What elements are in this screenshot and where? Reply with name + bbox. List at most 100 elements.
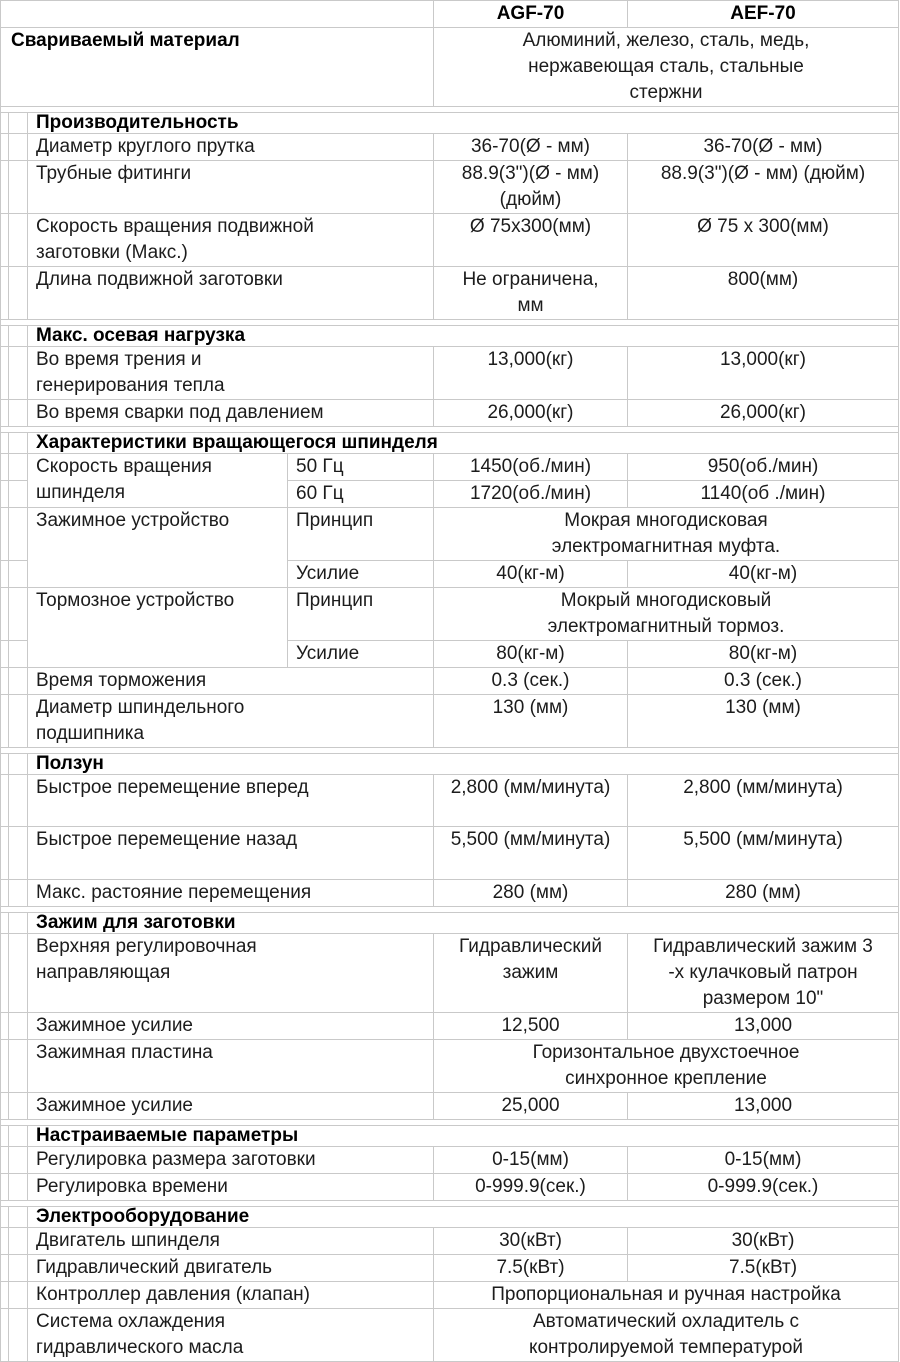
- value-aef: 1140(об ./мин): [627, 480, 899, 508]
- indent-cell-a: [0, 587, 9, 641]
- indent-cell-a: [0, 1308, 9, 1362]
- indent-cell-b: [8, 1308, 28, 1362]
- value-agf: Гидравлический зажим: [433, 933, 628, 1013]
- indent-cell-b: [8, 912, 28, 934]
- indent-cell-b: [8, 1206, 28, 1228]
- section-title: Зажим для заготовки: [27, 912, 899, 934]
- row-label: Двигатель шпинделя: [27, 1227, 434, 1255]
- section-title: Характеристики вращающегося шпинделя: [27, 432, 899, 454]
- indent-cell-a: [0, 560, 9, 588]
- value-agf: 26,000(кг): [433, 399, 628, 427]
- table-row: 60 Гц 1720(об./мин) 1140(об ./мин): [0, 480, 899, 508]
- sub-row-label: 60 Гц: [287, 480, 434, 508]
- indent-cell-a: [0, 1092, 9, 1120]
- indent-cell-a: [0, 266, 9, 320]
- indent-cell-b: [8, 432, 28, 454]
- value-agf: 2,800 (мм/минута): [433, 774, 628, 827]
- value-merged: Пропорциональная и ручная настройка: [433, 1281, 899, 1309]
- table-row: Система охлаждения гидравлического масла…: [0, 1308, 899, 1362]
- value-agf: 7.5(кВт): [433, 1254, 628, 1282]
- value-agf: 0-15(мм): [433, 1146, 628, 1174]
- row-label: Гидравлический двигатель: [27, 1254, 434, 1282]
- row-label: Свариваемый материал: [0, 27, 434, 107]
- row-label: Скорость вращения подвижной заготовки (М…: [27, 213, 434, 267]
- value-agf: 88.9(3")(Ø - мм) (дюйм): [433, 160, 628, 214]
- value-agf: 12,500: [433, 1012, 628, 1040]
- value-aef: 0-15(мм): [627, 1146, 899, 1174]
- row-label: Быстрое перемещение вперед: [27, 774, 434, 827]
- indent-cell-b: [8, 1146, 28, 1174]
- row-label: Во время трения и генерирования тепла: [27, 346, 434, 400]
- value-agf: 130 (мм): [433, 694, 628, 748]
- indent-cell-b: [8, 453, 28, 481]
- section-title: Макс. осевая нагрузка: [27, 325, 899, 347]
- indent-cell-a: [0, 826, 9, 880]
- indent-cell-a: [0, 1173, 9, 1201]
- value-aef: 13,000: [627, 1012, 899, 1040]
- indent-cell-a: [0, 1039, 9, 1093]
- indent-cell-b: [8, 933, 28, 1013]
- value-aef: 0.3 (сек.): [627, 667, 899, 695]
- indent-cell-b: [8, 480, 28, 508]
- table-row: Свариваемый материал Алюминий, железо, с…: [0, 27, 899, 107]
- table-row: Контроллер давления (клапан) Пропорциона…: [0, 1281, 899, 1309]
- row-label: Скорость вращения шпинделя: [27, 453, 288, 508]
- row-label: Зажимное усилие: [27, 1092, 434, 1120]
- table-header-row: AGF-70 AEF-70: [0, 0, 899, 28]
- value-merged: Горизонтальное двухстоечное синхронное к…: [433, 1039, 899, 1093]
- table-row: Диаметр шпиндельного подшипника 130 (мм)…: [0, 694, 899, 748]
- table-row: Зажимное усилие 25,000 13,000: [0, 1092, 899, 1120]
- value-agf: 1720(об./мин): [433, 480, 628, 508]
- table-row: Регулировка времени 0-999.9(сек.) 0-999.…: [0, 1173, 899, 1201]
- sub-row-label: Усилие: [287, 640, 434, 668]
- header-empty-cell: [0, 0, 434, 28]
- indent-cell-b: [8, 507, 28, 561]
- row-label: Тормозное устройство: [27, 587, 288, 668]
- table-row: Зажимная пластина Горизонтальное двухсто…: [0, 1039, 899, 1093]
- row-label: Зажимное усилие: [27, 1012, 434, 1040]
- table-row: Гидравлический двигатель 7.5(кВт) 7.5(кВ…: [0, 1254, 899, 1282]
- value-aef: Ø 75 x 300(мм): [627, 213, 899, 267]
- value-agf: 80(кг-м): [433, 640, 628, 668]
- column-header-agf-70: AGF-70: [433, 0, 628, 28]
- value-aef: 36-70(Ø - мм): [627, 133, 899, 161]
- indent-cell-a: [0, 325, 9, 347]
- indent-cell-a: [0, 213, 9, 267]
- indent-cell-b: [8, 774, 28, 827]
- indent-cell-b: [8, 1039, 28, 1093]
- indent-cell-a: [0, 667, 9, 695]
- indent-cell-a: [0, 879, 9, 907]
- row-label: Трубные фитинги: [27, 160, 434, 214]
- section-header-row: Настраиваемые параметры: [0, 1125, 899, 1147]
- row-label: Диаметр шпиндельного подшипника: [27, 694, 434, 748]
- value-agf: 280 (мм): [433, 879, 628, 907]
- indent-cell-a: [0, 1227, 9, 1255]
- table-row: Регулировка размера заготовки 0-15(мм) 0…: [0, 1146, 899, 1174]
- table-row: Скорость вращения подвижной заготовки (М…: [0, 213, 899, 267]
- indent-cell-b: [8, 1012, 28, 1040]
- row-label: Время торможения: [27, 667, 434, 695]
- section-header-row: Ползун: [0, 753, 899, 775]
- table-row: Зажимное усилие 12,500 13,000: [0, 1012, 899, 1040]
- table-row: Усилие 80(кг-м) 80(кг-м): [0, 640, 899, 668]
- table-row: Длина подвижной заготовки Не ограничена,…: [0, 266, 899, 320]
- table-row: Быстрое перемещение назад 5,500 (мм/мину…: [0, 826, 899, 880]
- table-row: Тормозное устройство Принцип Мокрый мног…: [0, 587, 899, 668]
- indent-cell-b: [8, 266, 28, 320]
- row-label: Зажимное устройство: [27, 507, 288, 588]
- value-aef: 88.9(3")(Ø - мм) (дюйм): [627, 160, 899, 214]
- indent-cell-b: [8, 346, 28, 400]
- indent-cell-b: [8, 1125, 28, 1147]
- value-agf: 25,000: [433, 1092, 628, 1120]
- value-agf: Ø 75x300(мм): [433, 213, 628, 267]
- value-merged: Алюминий, железо, сталь, медь, нержавеющ…: [433, 27, 899, 107]
- indent-cell-b: [8, 160, 28, 214]
- row-label: Регулировка времени: [27, 1173, 434, 1201]
- row-label: Регулировка размера заготовки: [27, 1146, 434, 1174]
- table-row: Скорость вращения шпинделя 50 Гц 1450(об…: [0, 453, 899, 508]
- indent-cell-b: [8, 1092, 28, 1120]
- sub-row-label: Принцип: [287, 507, 434, 561]
- row-label: Макс. растояние перемещения: [27, 879, 434, 907]
- indent-cell-a: [0, 1125, 9, 1147]
